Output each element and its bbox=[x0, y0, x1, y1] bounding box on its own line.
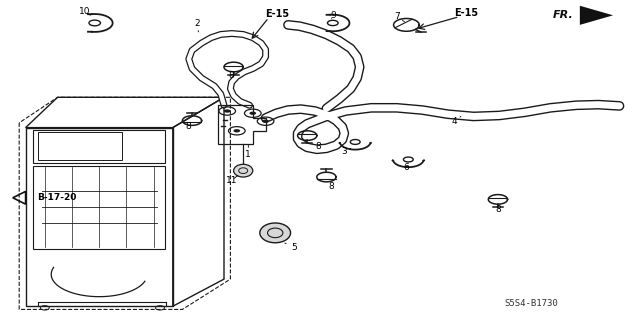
Text: E-15: E-15 bbox=[266, 9, 290, 19]
Text: E-15: E-15 bbox=[454, 8, 479, 19]
Text: 3: 3 bbox=[342, 147, 351, 156]
Text: 9: 9 bbox=[330, 11, 335, 20]
Text: 8: 8 bbox=[329, 182, 334, 191]
Circle shape bbox=[250, 112, 256, 115]
Text: 2: 2 bbox=[195, 19, 200, 32]
Text: 8: 8 bbox=[186, 122, 191, 131]
Text: 8: 8 bbox=[495, 205, 500, 214]
Text: 8: 8 bbox=[228, 71, 234, 80]
Circle shape bbox=[234, 129, 240, 132]
Circle shape bbox=[224, 109, 230, 113]
Text: 8: 8 bbox=[316, 142, 321, 151]
Text: 1: 1 bbox=[246, 145, 251, 159]
Text: FR.: FR. bbox=[553, 10, 573, 20]
Text: 7: 7 bbox=[394, 12, 404, 22]
Text: 4: 4 bbox=[452, 116, 461, 126]
Text: 6: 6 bbox=[404, 163, 409, 172]
Text: 10: 10 bbox=[79, 7, 90, 16]
Ellipse shape bbox=[260, 223, 291, 243]
Ellipse shape bbox=[234, 164, 253, 177]
Text: S5S4-B1730: S5S4-B1730 bbox=[504, 299, 558, 308]
Text: B-17-20: B-17-20 bbox=[36, 193, 76, 202]
Polygon shape bbox=[580, 6, 613, 25]
Text: 5: 5 bbox=[285, 243, 297, 252]
Circle shape bbox=[262, 120, 269, 123]
Text: 11: 11 bbox=[226, 175, 238, 185]
